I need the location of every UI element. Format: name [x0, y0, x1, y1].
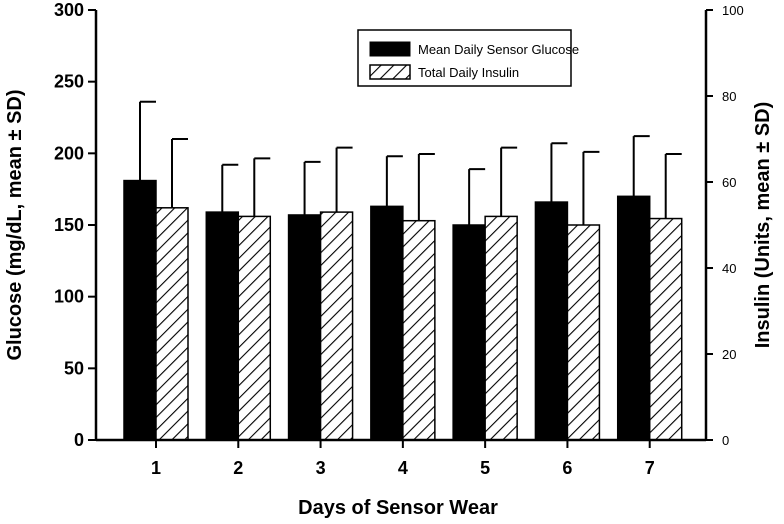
left-tick-label: 300	[54, 0, 84, 20]
insulin-bar-day-5	[484, 215, 518, 441]
insulin-bar-day-3	[319, 211, 354, 441]
glucose-bar-day-1	[123, 179, 157, 441]
bars-layer	[123, 179, 683, 441]
right-tick-label: 60	[722, 175, 736, 190]
insulin-bar-day-7	[648, 217, 683, 441]
legend-swatch-glucose	[369, 41, 411, 57]
legend-label-glucose: Mean Daily Sensor Glucose	[418, 42, 579, 57]
x-tick-label: 3	[316, 458, 326, 478]
legend-swatch-insulin	[369, 64, 411, 80]
insulin-bar-day-4	[402, 219, 436, 441]
x-tick-label: 7	[645, 458, 655, 478]
right-y-axis-title: Insulin (Units, mean ± SD)	[752, 102, 774, 349]
x-tick-label: 2	[233, 458, 243, 478]
x-ticks: 1 2 3 4 5 6 7	[151, 440, 655, 478]
insulin-bar-day-1	[155, 207, 189, 441]
x-tick-label: 1	[151, 458, 161, 478]
glucose-bar-day-4	[370, 205, 404, 441]
insulin-bar-day-2	[237, 215, 272, 441]
left-tick-label: 50	[64, 358, 84, 378]
right-tick-label: 80	[722, 89, 736, 104]
left-tick-label: 250	[54, 72, 84, 92]
right-tick-label: 0	[722, 433, 729, 448]
glucose-bar-day-5	[452, 224, 486, 441]
left-tick-label: 0	[74, 430, 84, 450]
right-y-ticks: 0 20 40 60 80 100	[706, 3, 744, 448]
error-bars-layer	[139, 100, 682, 225]
glucose-bar-day-7	[616, 195, 651, 441]
x-axis-title: Days of Sensor Wear	[298, 497, 498, 519]
glucose-bar-day-2	[205, 211, 240, 441]
legend: Mean Daily Sensor Glucose Total Daily In…	[357, 29, 579, 87]
right-tick-label: 100	[722, 3, 744, 18]
x-tick-label: 4	[398, 458, 408, 478]
glucose-bar-day-6	[534, 201, 569, 441]
left-y-ticks: 0 50 100 150 200 250 300	[54, 0, 96, 450]
x-tick-label: 5	[480, 458, 490, 478]
left-y-axis-title: Glucose (mg/dL, mean ± SD)	[4, 89, 26, 360]
right-tick-label: 40	[722, 261, 736, 276]
left-tick-label: 150	[54, 215, 84, 235]
right-tick-label: 20	[722, 347, 736, 362]
legend-label-insulin: Total Daily Insulin	[418, 65, 519, 80]
left-tick-label: 100	[54, 287, 84, 307]
left-tick-label: 200	[54, 143, 84, 163]
glucose-bar-day-3	[287, 214, 322, 441]
insulin-bar-day-6	[566, 224, 601, 441]
x-tick-label: 6	[562, 458, 572, 478]
